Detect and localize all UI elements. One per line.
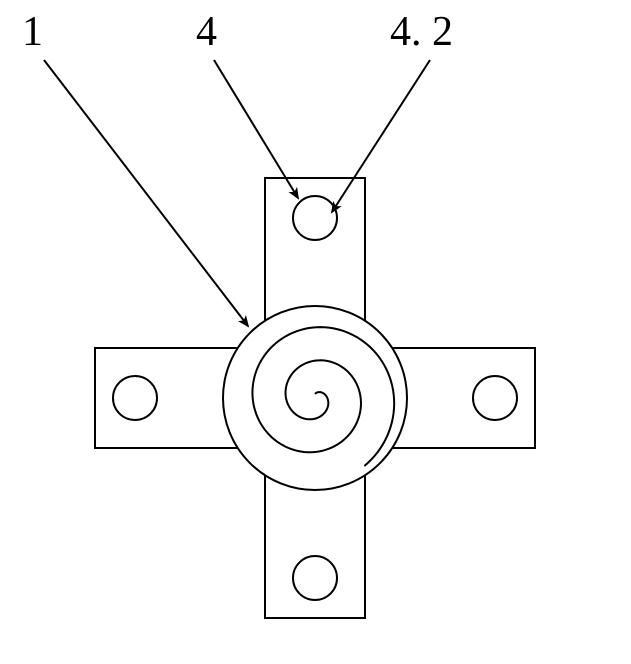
- callout-label: 4: [196, 8, 217, 56]
- callout-label: 1: [22, 8, 43, 56]
- mount-hole: [473, 376, 517, 420]
- callout-line: [332, 60, 430, 212]
- callout-lines: [44, 60, 430, 326]
- callout-label: 4. 2: [390, 8, 453, 56]
- mount-hole: [113, 376, 157, 420]
- mount-hole: [293, 196, 337, 240]
- callout-line: [214, 60, 298, 198]
- hub-outer-circle: [223, 306, 407, 490]
- spiral-hub: [223, 306, 407, 490]
- diagram-canvas: [0, 0, 631, 664]
- mount-hole: [293, 556, 337, 600]
- callout-line: [44, 60, 248, 326]
